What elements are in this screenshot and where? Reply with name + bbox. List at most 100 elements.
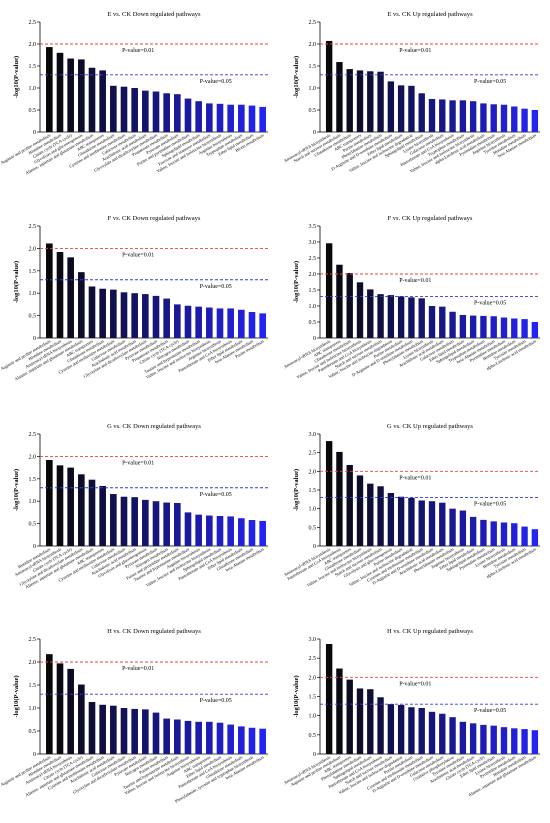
bar — [511, 106, 518, 132]
bar — [227, 308, 234, 338]
bar — [142, 294, 149, 338]
bar — [78, 59, 85, 132]
threshold-label: P-value=0.01 — [399, 48, 431, 54]
bar — [459, 510, 467, 546]
bar — [227, 724, 234, 754]
chart-panel-5: G vs. CK Down regulated pathways 0 0.5 1.0 1… — [13, 423, 268, 590]
y-tick-label: 1.5 — [29, 64, 37, 70]
bar — [99, 70, 106, 132]
chart-title: E vs. CK Up regulated pathways — [387, 11, 473, 18]
bar — [387, 81, 395, 132]
chart-panel-3: F vs. CK Down regulated pathways 0 0.5 1.0 1… — [0, 215, 268, 382]
bar — [88, 67, 96, 132]
bar — [238, 104, 245, 132]
y-tick-label: 2.0 — [309, 675, 317, 681]
y-tick-label: 2.0 — [309, 469, 317, 475]
bar — [346, 273, 353, 338]
bar — [511, 728, 518, 754]
bar — [78, 474, 85, 546]
y-tick-label: 1.0 — [29, 86, 37, 92]
bar — [216, 103, 224, 132]
bar — [120, 496, 128, 546]
bar — [336, 668, 343, 754]
bar — [356, 475, 364, 546]
bar — [336, 264, 343, 338]
chart-panel-8: H vs. CK Up regulated pathways 0 0.5 1.0 1.5… — [283, 628, 540, 798]
y-tick-label: 2.5 — [29, 20, 37, 26]
chart-panel-1: E vs. CK Down regulated pathways 0 0.5 1.0 1… — [0, 11, 268, 176]
bar — [56, 465, 64, 546]
y-tick-label: 0.5 — [309, 320, 317, 326]
y-tick-label: 0 — [313, 336, 316, 342]
bar — [325, 40, 333, 132]
y-tick-label: 0.5 — [309, 733, 317, 739]
y-tick-label: 2.5 — [309, 20, 317, 26]
bar — [346, 464, 353, 546]
bar — [408, 707, 415, 754]
bar — [152, 91, 160, 132]
bar — [397, 296, 405, 338]
y-tick-label: 1.0 — [29, 499, 37, 505]
bar — [418, 500, 425, 546]
bar — [67, 467, 74, 546]
bar — [142, 709, 149, 754]
threshold-label: P-value=0.01 — [122, 48, 154, 54]
y-tick-label: 0 — [33, 130, 36, 136]
chart-title: F vs. CK Up regulated pathways — [388, 215, 473, 222]
bar — [449, 100, 456, 132]
bar — [195, 306, 202, 338]
bar — [248, 727, 256, 754]
bar — [142, 499, 149, 546]
bar — [439, 713, 446, 754]
bar — [259, 313, 266, 338]
y-tick-label: 2.0 — [29, 454, 37, 460]
bar — [500, 317, 508, 338]
bar — [46, 243, 53, 338]
threshold-label: P-value=0.01 — [399, 681, 431, 687]
bar — [110, 85, 117, 132]
y-tick-label: 1.5 — [29, 269, 37, 275]
y-tick-label: 0 — [33, 752, 36, 758]
bar — [184, 720, 192, 754]
threshold-label: P-value=0.05 — [200, 698, 232, 704]
bar — [110, 494, 117, 546]
y-tick-label: 0.5 — [29, 729, 37, 735]
bar — [238, 518, 245, 546]
bar — [248, 312, 256, 338]
y-tick-label: 1.5 — [309, 288, 317, 294]
bar — [99, 485, 106, 546]
bar — [490, 104, 497, 132]
bar — [459, 100, 467, 132]
threshold-label: P-value=0.01 — [399, 278, 431, 284]
bar — [469, 101, 477, 132]
bar — [46, 459, 53, 546]
bar — [439, 306, 446, 338]
y-tick-label: 1.0 — [309, 86, 317, 92]
chart-title: H vs. CK Up regulated pathways — [387, 628, 473, 635]
bar — [195, 101, 202, 132]
bar — [521, 108, 528, 132]
bar — [120, 292, 128, 338]
bar — [248, 520, 256, 546]
bar — [408, 297, 415, 338]
y-axis-label: -log10(P-value) — [293, 261, 300, 303]
bar — [184, 305, 192, 338]
bar — [174, 502, 181, 546]
bar — [490, 521, 497, 546]
bar — [459, 721, 467, 754]
y-tick-label: 1.0 — [29, 291, 37, 297]
bar — [367, 483, 374, 546]
bar — [356, 282, 364, 338]
bar — [511, 523, 518, 546]
bar — [469, 315, 477, 338]
threshold-label: P-value=0.05 — [474, 708, 506, 714]
threshold-label: P-value=0.05 — [200, 79, 232, 85]
bar — [216, 722, 224, 754]
bar — [356, 70, 364, 132]
bar — [469, 516, 477, 546]
bar — [248, 105, 256, 132]
y-axis-label: -log10(P-value) — [293, 56, 300, 98]
bar — [152, 501, 160, 546]
y-tick-label: 1.5 — [309, 488, 317, 494]
